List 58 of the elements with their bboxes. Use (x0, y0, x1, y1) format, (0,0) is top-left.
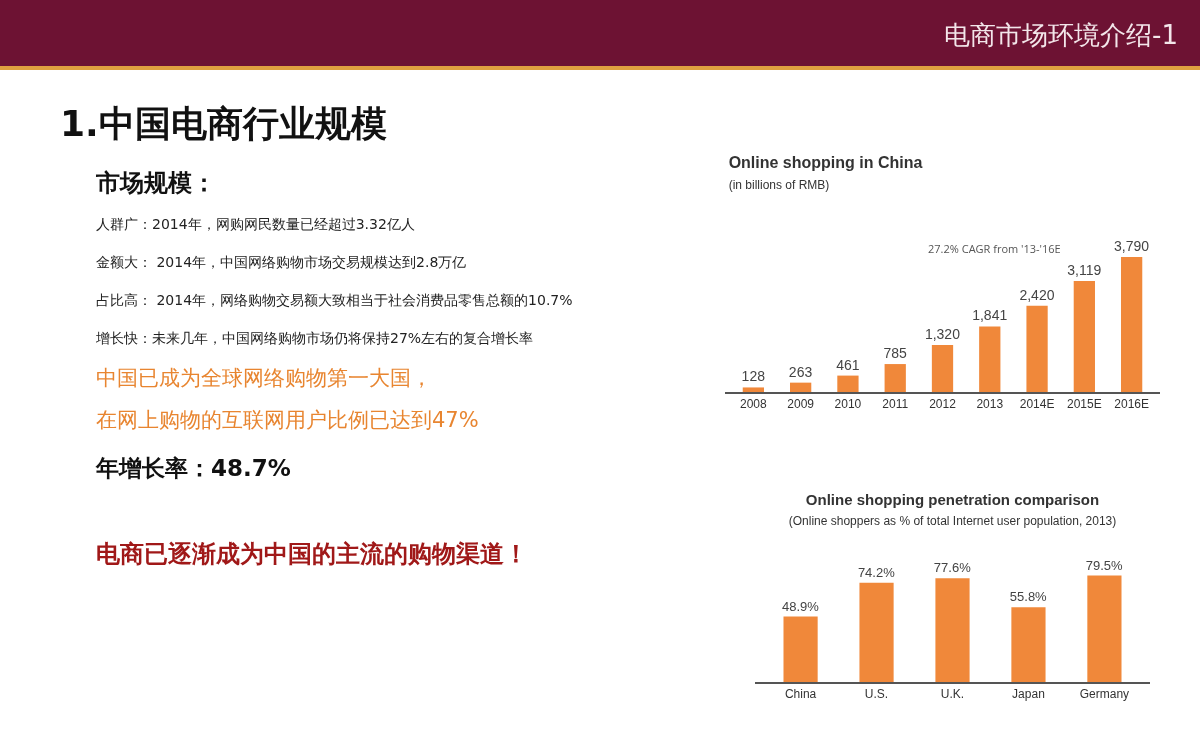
bar (837, 375, 859, 392)
bar (742, 387, 765, 392)
x-tick-label: 2008 (740, 396, 768, 411)
chart-subtitle: (in billions of RMB) (728, 178, 830, 193)
chart-subtitle: (Online shoppers as % of total Internet user population, 2013) (788, 513, 1117, 528)
data-label: 1,320 (924, 326, 961, 343)
text: 电商已逐渐成为中国的主流的购物渠道！ (96, 539, 529, 570)
x-tick-label: Germany (1079, 686, 1130, 701)
data-label: 3,790 (1114, 238, 1150, 255)
bar (1011, 607, 1046, 682)
data-label: 263 (788, 363, 813, 380)
x-tick-label: Japan (1012, 686, 1045, 701)
bar (1073, 280, 1095, 392)
text: 人群广：2014年，网购网民数量已经超过3.32亿人 (96, 215, 416, 234)
data-label: 128 (741, 368, 766, 385)
x-tick-label: U.K. (940, 686, 965, 701)
x-tick-label: U.S. (864, 686, 889, 701)
chart-title: Online shopping penetration comparison (805, 491, 1100, 509)
data-label: 48.9% (781, 598, 820, 614)
data-label: 77.6% (933, 560, 972, 576)
bar (859, 582, 894, 682)
x-tick-label: 2010 (834, 396, 862, 411)
x-tick-label: 2016E (1114, 396, 1149, 411)
text: 金额大： 2014年，中国网络购物市场交易规模达到2.8万亿 (96, 253, 468, 272)
x-tick-label: 2014E (1019, 396, 1055, 411)
text: 占比高： 2014年，网络购物交易额大致相当于社会消费品零售总额的10.7% (96, 291, 574, 310)
text: 电商市场环境介绍-1 (944, 19, 1178, 52)
chart-title: Online shopping in China (728, 154, 923, 172)
data-label: 461 (836, 356, 860, 373)
text: 27.2% CAGR from '13-'16E (928, 241, 1061, 256)
text: 年增长率：48.7% (96, 454, 292, 483)
bar (783, 616, 818, 682)
bar (935, 578, 970, 682)
bar (1120, 257, 1143, 392)
text: 1.中国电商行业规模 (60, 102, 388, 146)
x-tick-label: 2011 (882, 396, 909, 411)
x-tick-label: China (784, 686, 817, 701)
bar (790, 382, 812, 392)
x-tick-label: 2009 (787, 396, 815, 411)
bar (931, 345, 954, 392)
text: 在网上购物的互联网用户比例已达到47% (96, 407, 480, 434)
x-tick-label: 2013 (976, 396, 1004, 411)
text: 增长快：未来几年，中国网络购物市场仍将保持27%左右的复合增长率 (96, 329, 535, 348)
data-label: 3,119 (1067, 261, 1102, 278)
text: 市场规模： (96, 168, 217, 199)
data-label: 785 (883, 345, 908, 362)
data-label: 55.8% (1009, 589, 1048, 605)
bar (884, 364, 906, 392)
data-label: 2,420 (1019, 286, 1055, 303)
x-tick-label: 2012 (929, 396, 957, 411)
data-label: 1,841 (972, 307, 1008, 324)
data-label: 79.5% (1085, 557, 1124, 573)
bar (1087, 575, 1122, 682)
bar (1026, 305, 1048, 392)
bar (979, 326, 1001, 392)
x-tick-label: 2015E (1067, 396, 1102, 411)
data-label: 74.2% (857, 564, 896, 580)
text: 中国已成为全球网络购物第一大国， (96, 365, 433, 392)
